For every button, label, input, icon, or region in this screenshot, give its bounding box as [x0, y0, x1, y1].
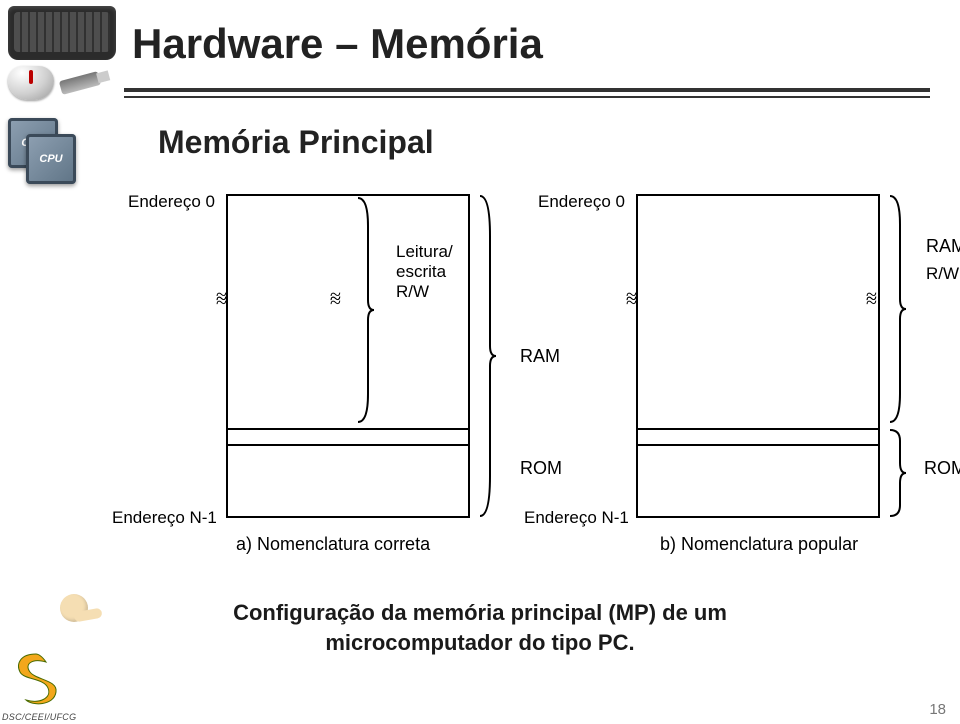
page-subtitle: Memória Principal: [158, 124, 434, 161]
break-mark: [216, 292, 230, 314]
brace-rw-a: [356, 198, 374, 427]
rw-label-line2: escrita: [396, 262, 446, 281]
memory-diagram: Endereço 0 Endereço N-1 Leitura/ escrita…: [0, 194, 960, 554]
mouse-icon: [8, 66, 54, 100]
rw-label-line1: Leitura/: [396, 242, 453, 261]
address-0-a: Endereço 0: [128, 192, 215, 212]
brace-rom-b: [888, 430, 906, 521]
caption-line2: microcomputador do tipo PC.: [325, 630, 634, 655]
rom-label-a: ROM: [520, 458, 562, 479]
break-mark: [330, 292, 344, 314]
title-separator: [124, 88, 930, 92]
memory-block-b: [636, 194, 880, 518]
caption-a: a) Nomenclatura correta: [236, 534, 430, 555]
page-number: 18: [929, 701, 946, 718]
hardware-icons: [8, 6, 120, 184]
rw-short-b: R/W: [926, 264, 959, 284]
logo-s-icon: [6, 648, 66, 708]
break-mark: [626, 292, 640, 314]
ram-label-a: RAM: [520, 346, 560, 367]
cpu-chips-icon: [8, 118, 84, 184]
caption-line1: Configuração da memória principal (MP) d…: [233, 600, 727, 625]
logo-caption: DSC/CEEI/UFCG: [2, 712, 76, 722]
brace-ram-a: [478, 196, 496, 521]
break-mark: [866, 292, 880, 314]
keyboard-icon: [8, 6, 116, 60]
address-n-b: Endereço N-1: [524, 508, 629, 528]
address-0-b: Endereço 0: [538, 192, 625, 212]
address-n-a: Endereço N-1: [112, 508, 217, 528]
main-caption: Configuração da memória principal (MP) d…: [0, 598, 960, 657]
page-title: Hardware – Memória: [132, 20, 543, 68]
brace-ram-b: [888, 196, 906, 427]
peek-character-icon: [60, 594, 104, 634]
rw-short-a: R/W: [396, 282, 429, 301]
ram-label-b: RAM: [926, 236, 960, 257]
usb-stick-icon: [59, 71, 101, 95]
rw-label-a: Leitura/ escrita R/W: [396, 242, 453, 302]
caption-b: b) Nomenclatura popular: [660, 534, 858, 555]
rom-label-b: ROM: [924, 458, 960, 479]
